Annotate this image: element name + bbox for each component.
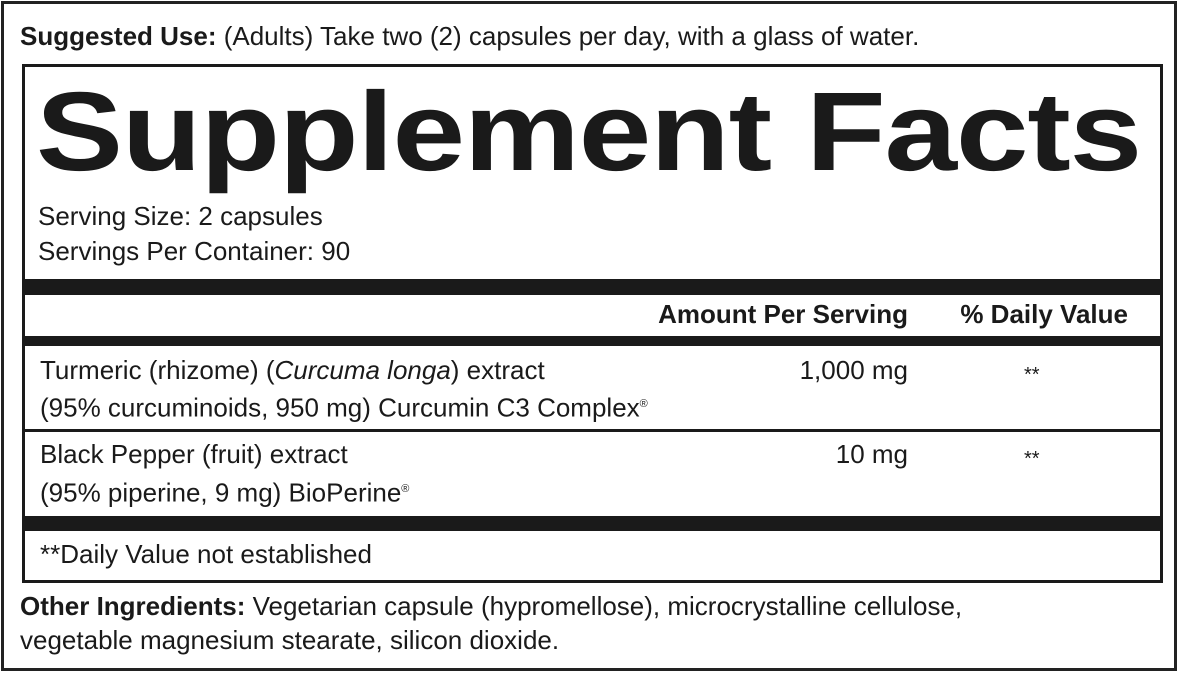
- thick-divider: [22, 279, 1163, 295]
- ingredient-detail: (95% piperine, 9 mg) BioPerine®: [40, 477, 410, 508]
- suggested-use-text: (Adults) Take two (2) capsules per day, …: [216, 21, 920, 51]
- daily-value: **: [1024, 364, 1040, 386]
- suggested-use-label: Suggested Use:: [20, 21, 217, 51]
- serving-size: Serving Size: 2 capsules: [38, 201, 323, 231]
- ingredient-detail: (95% curcuminoids, 950 mg) Curcumin C3 C…: [40, 392, 648, 423]
- daily-value: **: [1024, 448, 1040, 470]
- column-header-amount: Amount Per Serving: [658, 299, 908, 329]
- suggested-use: Suggested Use: (Adults) Take two (2) cap…: [20, 19, 919, 53]
- thick-divider: [22, 516, 1163, 531]
- servings-per-container: Servings Per Container: 90: [38, 236, 351, 266]
- ingredient-name: Black Pepper (fruit) extract: [40, 439, 348, 469]
- other-ingredients: Other Ingredients: Vegetarian capsule (h…: [20, 591, 963, 621]
- supplement-facts-panel: [22, 64, 1163, 583]
- footnote: **Daily Value not established: [40, 539, 372, 569]
- amount: 10 mg: [835, 439, 908, 469]
- column-header-dv: % Daily Value: [960, 299, 1128, 329]
- ingredient-name: Turmeric (rhizome) (Curcuma longa) extra…: [40, 355, 545, 385]
- medium-divider: [22, 336, 1163, 346]
- amount: 1,000 mg: [799, 355, 908, 385]
- page-title: Supplement Facts: [36, 69, 1142, 194]
- row-divider: [22, 429, 1163, 432]
- other-ingredients-cont: vegetable magnesium stearate, silicon di…: [20, 625, 560, 655]
